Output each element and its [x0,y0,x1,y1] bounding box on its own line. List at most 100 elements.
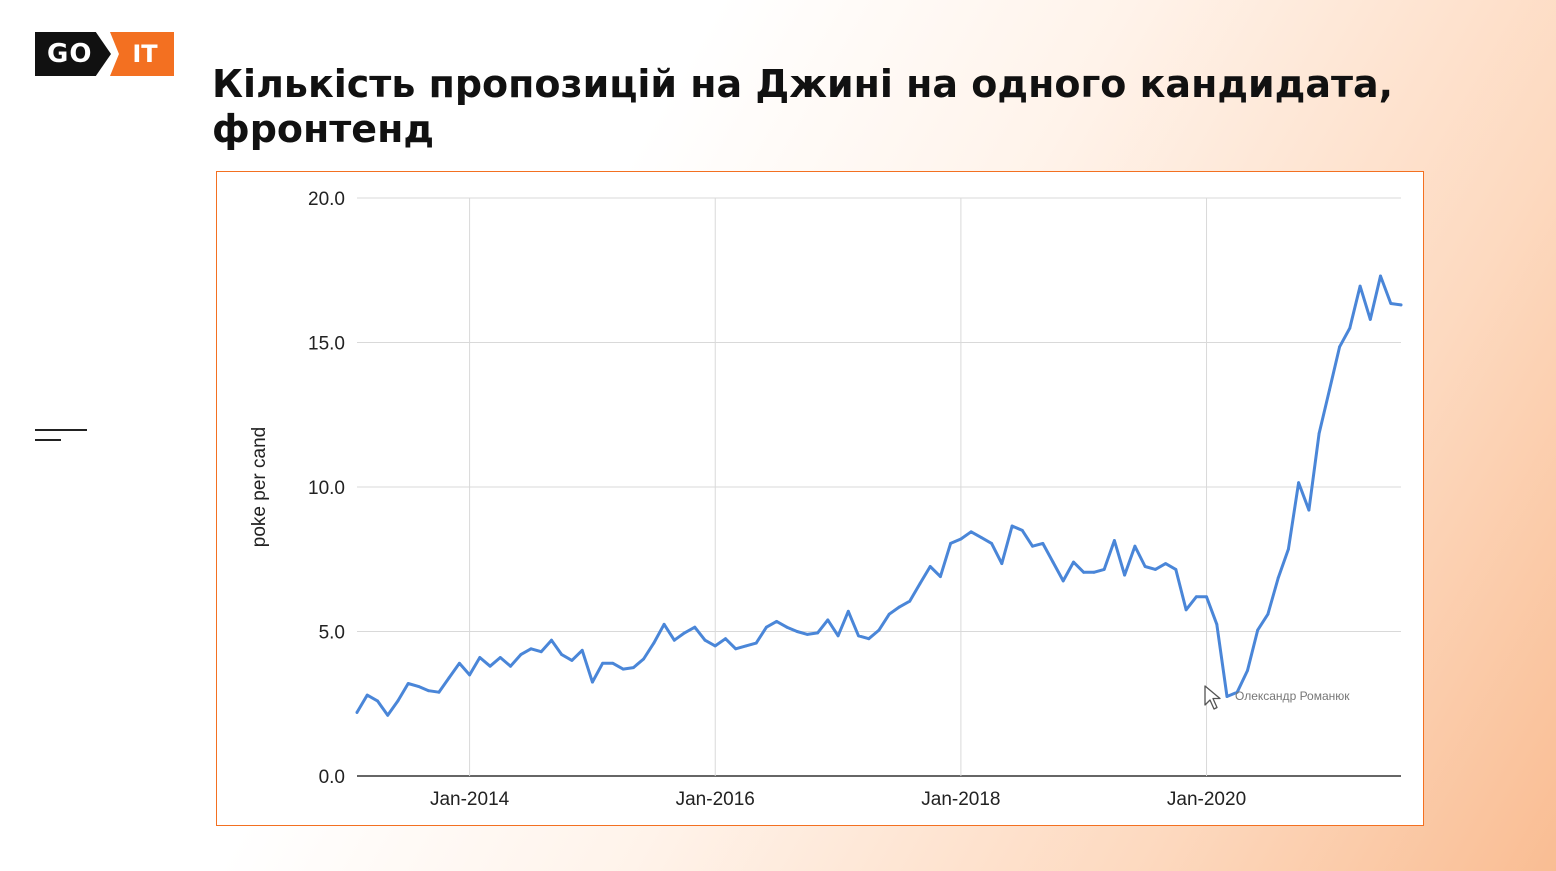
data-point [795,630,799,633]
data-point [1102,568,1106,571]
data-point [713,644,717,648]
data-point [898,605,901,609]
data-point [1051,560,1055,564]
data-point [1092,570,1096,574]
data-point [1041,542,1045,545]
data-point [406,682,410,685]
goit-logo: GO IT [35,32,174,76]
watermark-text: Олександр Романюк [1235,689,1350,703]
data-point [478,656,482,659]
cursor-arrow-icon [1204,685,1221,710]
data-point [990,542,993,545]
data-point [570,659,574,662]
data-point [591,680,594,684]
data-point [355,711,359,714]
data-point [1031,544,1034,548]
data-point [877,628,881,632]
data-point [1020,529,1024,532]
data-point [498,656,502,659]
data-point [806,633,809,636]
data-point [1266,612,1270,616]
data-point [396,699,400,703]
data-point [887,612,891,616]
y-tick-label: 10.0 [308,478,345,499]
data-point [376,699,379,703]
y-axis-title: poke per cand [249,427,270,547]
logo-go-part: GO [35,32,111,76]
page-title: Кількість пропозицій на Джині на одного … [212,62,1394,151]
data-point [683,631,686,635]
data-point [1338,345,1341,349]
data-point [908,599,912,603]
data-point [417,685,420,688]
data-point [969,530,973,534]
data-point [509,664,512,668]
data-point [1246,669,1249,672]
data-point [580,648,584,652]
x-tick-label: Jan-2020 [1167,789,1246,810]
y-tick-label: 20.0 [308,189,345,210]
data-point [560,653,564,656]
decorative-line-short [35,439,61,441]
data-point [754,641,758,645]
data-point [1399,303,1403,307]
y-tick-label: 5.0 [319,623,345,644]
data-point [1276,576,1280,580]
data-point [734,647,738,651]
x-tick-label: Jan-2016 [676,789,755,810]
x-tick-label: Jan-2018 [921,789,1000,810]
data-point [724,637,727,641]
data-point [386,713,390,717]
data-point [529,647,533,651]
data-point [775,620,778,623]
data-point [980,536,983,539]
data-point [1328,388,1331,392]
data-point [1194,595,1198,599]
data-point [836,634,840,638]
data-point [1000,562,1004,565]
data-point [642,657,645,661]
data-point [652,641,656,645]
data-point [1297,481,1300,485]
data-point [816,631,819,635]
data-point [765,625,768,629]
data-point [1154,568,1157,571]
data-point [1072,560,1075,564]
data-point [939,575,942,578]
data-point [693,625,697,629]
data-point [918,582,922,586]
data-point [1082,570,1086,574]
data-point [1205,595,1208,599]
data-point [519,653,523,656]
line-chart: 0.0 5.0 10.0 15.0 20.0 Jan-2014 Jan-2016 Jan-20… [249,189,1403,810]
y-tick-label: 0.0 [319,767,345,788]
x-tick-label: Jan-2014 [430,789,510,810]
data-point [1317,432,1321,435]
data-point [1256,628,1260,632]
data-point [826,618,830,622]
data-point [744,644,748,648]
logo-it-part: IT [110,32,174,76]
data-point [1389,302,1393,305]
data-point [1225,695,1229,698]
data-point [1379,274,1382,278]
data-point [539,650,543,654]
data-point [621,667,625,671]
data-point [437,690,441,694]
data-point [1287,547,1290,551]
data-point [1143,565,1147,568]
decorative-line-long [35,429,87,431]
data-point [1358,284,1362,288]
data-point [365,693,369,697]
data-point [1235,690,1239,694]
data-point [959,537,963,541]
data-point [867,637,871,641]
data-point [427,689,430,693]
data-point [928,565,932,568]
series-line-0 [355,274,1403,717]
data-point [1307,508,1311,512]
decorative-lines [35,429,87,441]
data-point [1123,573,1126,577]
data-point [846,609,850,613]
data-point [488,664,492,668]
